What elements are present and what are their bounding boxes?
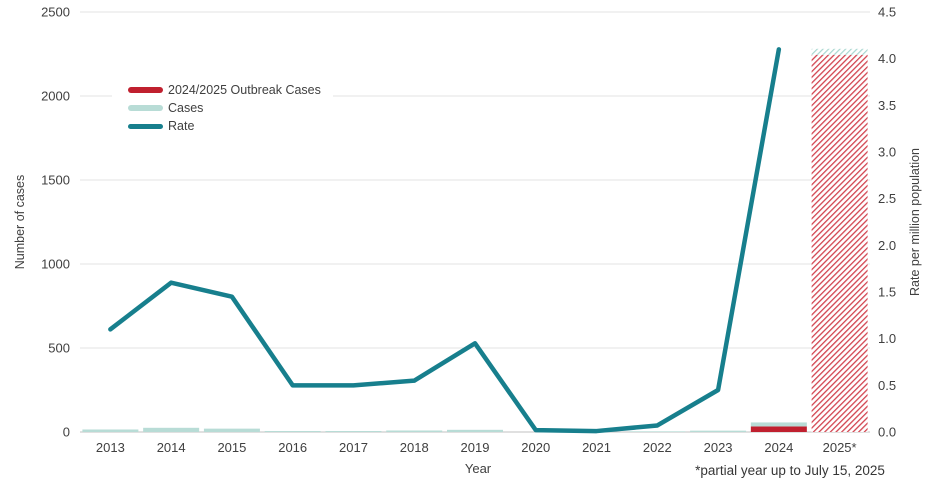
x-axis-tick-label: 2024 (764, 440, 793, 455)
right-axis-title: Rate per million population (908, 147, 922, 297)
bar-cases-2024 (750, 422, 807, 427)
bar-outbreak-cases-2025* (811, 54, 868, 433)
right-axis-tick-label: 1.0 (878, 331, 896, 346)
bar-cases-2018 (386, 430, 443, 432)
cases-swatch-icon (128, 105, 163, 111)
left-axis-title: Number of cases (13, 174, 27, 270)
x-axis-tick-label: 2015 (217, 440, 246, 455)
rate-swatch-icon (128, 123, 163, 129)
left-axis-tick-label: 1000 (41, 257, 70, 272)
x-axis-title: Year (464, 461, 492, 476)
right-axis-tick-label: 3.0 (878, 145, 896, 160)
bar-cases-2014 (143, 427, 200, 432)
legend: 2024/2025 Outbreak Cases Cases Rate (112, 74, 333, 142)
right-axis-tick-label: 4.0 (878, 51, 896, 66)
left-axis-tick-label: 2500 (41, 5, 70, 20)
legend-item-outbreak-cases: 2024/2025 Outbreak Cases (128, 83, 321, 97)
right-axis-tick-label: 2.5 (878, 191, 896, 206)
bar-cases-2022 (629, 431, 686, 432)
left-axis-tick-label: 2000 (41, 89, 70, 104)
right-axis-tick-label: 0.5 (878, 378, 896, 393)
x-axis-tick-label: 2020 (521, 440, 550, 455)
x-axis-tick-label: 2018 (400, 440, 429, 455)
x-axis-tick-label: 2017 (339, 440, 368, 455)
x-axis-tick-label: 2019 (461, 440, 490, 455)
right-axis-tick-label: 0.0 (878, 425, 896, 440)
bar-cases-2016 (264, 430, 321, 432)
x-axis-tick-label: 2022 (643, 440, 672, 455)
bar-outbreak-cases-2024 (750, 426, 807, 432)
bar-cases-2015 (203, 428, 260, 432)
legend-label: 2024/2025 Outbreak Cases (168, 83, 321, 97)
left-axis-tick-label: 1500 (41, 173, 70, 188)
right-axis-tick-label: 1.5 (878, 285, 896, 300)
left-axis-tick-label: 0 (63, 425, 70, 440)
rate-line (108, 47, 782, 434)
legend-label: Cases (168, 101, 204, 115)
x-axis-tick-label: 2014 (157, 440, 186, 455)
bar-cases-2017 (325, 430, 382, 432)
x-axis-tick-label: 2023 (704, 440, 733, 455)
left-axis-tick-label: 500 (48, 341, 70, 356)
footnote: *partial year up to July 15, 2025 (695, 463, 885, 478)
x-axis-tick-label: 2021 (582, 440, 611, 455)
legend-label: Rate (168, 119, 195, 133)
x-axis-tick-label: 2013 (96, 440, 125, 455)
outbreak-cases-swatch-icon (128, 87, 163, 93)
right-axis-tick-label: 4.5 (878, 5, 896, 20)
right-axis-tick-label: 2.0 (878, 238, 896, 253)
x-axis-tick-label: 2016 (278, 440, 307, 455)
bar-cases-2023 (690, 430, 747, 432)
bar-cases-2019 (447, 429, 503, 432)
x-axis-tick-label: 2025* (823, 440, 857, 455)
bar-cases-2013 (82, 429, 139, 432)
bar-cases-2025* (811, 48, 868, 55)
right-axis-tick-label: 3.5 (878, 98, 896, 113)
legend-item-cases: Cases (128, 101, 321, 115)
legend-item-rate: Rate (128, 119, 321, 133)
